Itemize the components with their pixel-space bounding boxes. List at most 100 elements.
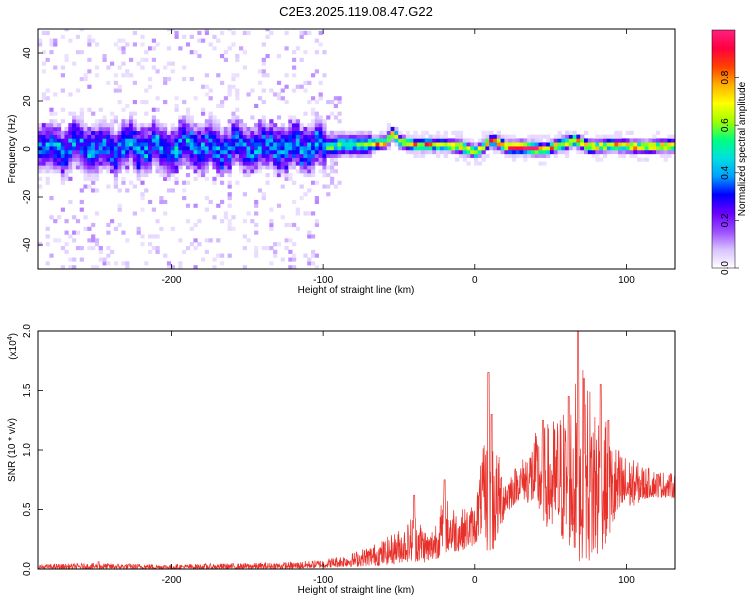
spectrogram-cell (227, 192, 232, 197)
spectrogram-cell (68, 142, 73, 147)
spectrogram-cell (485, 146, 490, 151)
spectrogram-cell (568, 138, 573, 143)
spectrogram-cell (288, 176, 293, 181)
spectrogram-cell (87, 226, 92, 231)
spectrogram-cell (326, 153, 331, 158)
spectrogram-cell (257, 146, 263, 151)
spectrogram-cell (311, 234, 316, 239)
spectrogram-cell (519, 150, 524, 155)
spectrogram-cell (512, 138, 517, 143)
spectrogram-cell (110, 169, 115, 174)
spectrogram-cell (148, 234, 153, 239)
spectrogram-cell (49, 123, 54, 128)
spectrogram-cell (311, 173, 316, 178)
spectrogram-cell (216, 126, 221, 132)
spectrogram-cell (197, 157, 202, 162)
spectrogram-cell (557, 146, 562, 151)
spectrogram-cell (614, 146, 619, 151)
spectrogram-cell (166, 77, 172, 82)
spectrogram-cell (185, 42, 191, 47)
spectrogram-cell (151, 207, 156, 212)
spectrogram-cell (94, 130, 100, 135)
spectrogram-cell (170, 146, 175, 151)
spectrogram-cell (189, 119, 194, 124)
spectrogram-cell (603, 150, 608, 155)
spectrogram-cell (235, 134, 240, 139)
spectrogram-cell (330, 169, 335, 174)
spectrogram-cell (257, 169, 263, 174)
spectrogram-cell (72, 265, 77, 269)
spectrogram-cell (250, 142, 255, 147)
spectrogram-cell (185, 119, 191, 124)
spectrogram-cell (57, 134, 62, 139)
spectrogram-cell (220, 153, 225, 158)
spectrogram-cell (140, 42, 145, 47)
spectrogram-cell (659, 150, 664, 155)
spectrogram-cell (136, 176, 141, 181)
spectrogram-cell (307, 142, 312, 147)
spectrogram-cell (106, 150, 111, 155)
spectrogram-cell (273, 165, 278, 170)
spectrogram-cell (299, 134, 304, 139)
spectrogram-cell (91, 180, 96, 185)
spectrogram-cell (68, 123, 73, 128)
spectrogram-cell (155, 165, 160, 170)
spectrogram-cell (553, 146, 558, 151)
spectrogram-cell (193, 50, 198, 55)
spectrogram-cell (129, 134, 134, 139)
spectrogram-cell (280, 165, 285, 170)
spectrogram-cell (231, 150, 236, 155)
spectrogram-cell (447, 142, 452, 147)
spectrogram-cell (132, 100, 137, 105)
spectrogram-cell (208, 96, 213, 101)
spectrogram-cell (235, 96, 240, 101)
spectrogram-cell (98, 138, 103, 143)
spectrogram-cell (303, 111, 308, 116)
spectrogram-cell (356, 150, 361, 155)
spectrogram-cell (166, 265, 172, 269)
spectrogram-cell (515, 146, 520, 151)
spectrogram-cell (182, 126, 187, 132)
spectrogram-cell (91, 130, 96, 135)
spectrogram-cell (64, 126, 69, 132)
spectrogram-cell (155, 161, 160, 166)
spectrogram-cell (193, 146, 198, 151)
spectrogram-cell (121, 142, 126, 147)
spectrogram-cell (250, 126, 255, 132)
spectrogram-cell (292, 134, 297, 139)
spectrogram-cell (216, 153, 221, 158)
spectrogram-cell (367, 150, 373, 155)
spectrogram-cell (337, 150, 342, 155)
spectrogram-cell (83, 173, 88, 178)
spectrogram-cell (371, 146, 376, 151)
spectrogram-cell (667, 142, 672, 147)
spectrogram-cell (117, 46, 122, 51)
spectrogram-cell (276, 130, 282, 135)
spectrogram-cell (227, 88, 232, 93)
spectrogram-cell (637, 157, 642, 162)
spectrogram-cell (352, 130, 357, 135)
spectrogram-cell (421, 130, 426, 135)
spectrogram-cell (75, 146, 81, 151)
spectrogram-cell (189, 242, 194, 247)
spectrogram-cell (144, 142, 149, 147)
spectrogram-cell (299, 30, 304, 36)
spectrogram-cell (216, 146, 221, 151)
spectrogram-x-ticks: -200 -100 0 100 (161, 29, 635, 286)
spectrogram-cell (75, 150, 81, 155)
spectrogram-cell (87, 153, 92, 158)
spectrogram-cell (314, 161, 319, 166)
spectrogram-cell (436, 142, 441, 147)
spectrogram-cell (79, 50, 84, 55)
spectrogram-cell (87, 138, 92, 143)
spectrogram-cell (53, 165, 58, 170)
spectrogram-cell (280, 184, 285, 189)
spectrogram-cell (155, 153, 160, 158)
spectrogram-cell (220, 138, 225, 143)
spectrogram-cell (75, 123, 81, 128)
spectrogram-cell (500, 142, 505, 147)
spectrogram-cell (428, 138, 433, 143)
spectrogram-cell (41, 153, 46, 158)
spectrogram-cell (151, 142, 156, 147)
spectrogram-cell (159, 226, 164, 231)
